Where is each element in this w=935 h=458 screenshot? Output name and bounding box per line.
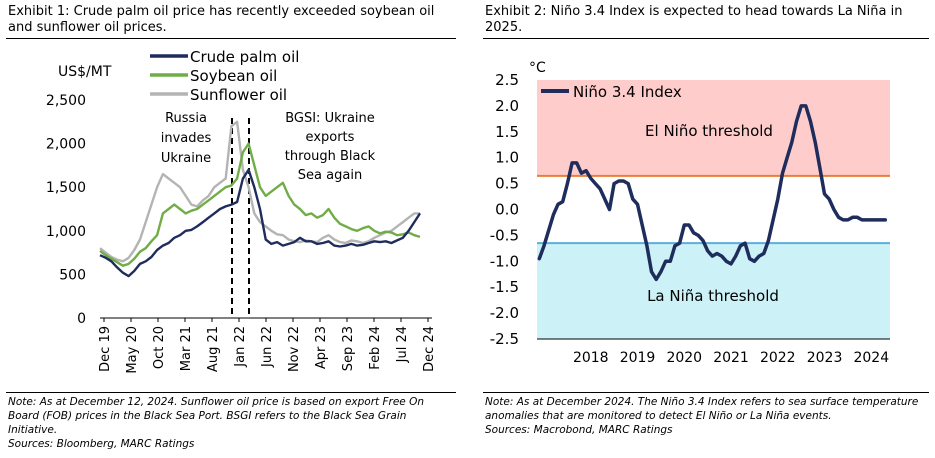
x-tick-label: Jun 22 [260,326,275,368]
x-tick-label: Feb 24 [368,326,383,370]
la-nina-zone [537,243,890,339]
exhibit-2-bottom-rule [483,392,929,393]
y-tick-label: -2.5 [490,330,519,348]
x-tick-label: Mar 21 [179,326,194,371]
nino-index-chart: El Niño threshold La Niña threshold 2.5 2.0… [490,60,890,366]
y-tick-label: 2,500 [46,93,86,109]
x-tick-label: 2018 [573,350,609,366]
bsgi-annotation-line: Sea again [298,168,362,183]
x-tick-label: Nov 22 [287,326,302,372]
x-tick-label: 2019 [620,350,656,366]
bsgi-annotation-line: BGSI: Ukraine [285,111,375,126]
el-nino-zone [537,80,890,176]
exhibit-2-panel: Exhibit 2: Niño 3.4 Index is expected to… [477,0,935,458]
x-tick-label: May 20 [125,326,140,374]
series-line-crude-palm-oil [99,168,422,278]
x-tick-label: Dec 19 [98,326,113,372]
exhibit-2-sources: Sources: Macrobond, MARC Ratings [485,424,673,436]
x-tick-label: Jan 22 [233,326,248,368]
exhibit-1-title: Exhibit 1: Crude palm oil price has rece… [8,4,435,35]
legend-label: Crude palm oil [190,48,299,66]
x-tick-label: Oct 20 [152,326,167,369]
x-tick-label: 2022 [760,350,796,366]
x-tick-label: Jul 24 [395,326,410,363]
y-tick-label: 2,000 [46,137,86,153]
y-tick-label: 0 [77,311,86,327]
series-line-sunflower-oil [99,120,420,263]
y-tick-label: -1.0 [490,252,519,270]
russia-annotation-line: Ukraine [161,151,211,166]
exhibit-1-sources: Sources: Bloomberg, MARC Ratings [8,438,195,450]
exhibit-2-note: Note: As at December 2024. The Niño 3.4 … [485,396,919,422]
palm-oil-price-chart: 0 500 1,000 1,500 2,000 2,500 US$/MT Dec 19 May … [46,48,437,374]
x-tick-label: Apr 23 [314,326,329,369]
exhibit-1-note: Note: As at December 12, 2024. Sunflower… [8,396,425,436]
y-tick-label: 2.0 [495,97,519,115]
bsgi-annotation-line: exports [306,130,355,145]
x-tick-label: Sep 23 [341,326,356,371]
y-axis-unit-label: US$/MT [58,64,112,80]
y-tick-label: 1,500 [46,180,86,196]
y-tick-label: -2.0 [490,304,519,322]
exhibit-1-top-rule [6,38,456,39]
y-tick-label: 2.5 [495,71,519,89]
x-tick-label: 2021 [713,350,749,366]
exhibit-2-title: Exhibit 2: Niño 3.4 Index is expected to… [485,4,903,35]
bsgi-annotation-line: through Black [285,149,376,164]
series-line-soybean-oil [99,142,421,267]
legend-label: Soybean oil [190,67,277,85]
y-tick-label: -1.5 [490,278,519,296]
exhibit-1-bottom-rule [6,392,456,393]
y-axis-unit-label: °C [529,60,546,76]
series-line-nino-index [537,104,888,282]
exhibit-1-notes: Note: As at December 12, 2024. Sunflower… [8,395,456,451]
x-tick-label: Dec 24 [422,326,437,372]
x-tick-label: 2023 [807,350,843,366]
y-tick-label: 0.5 [495,175,519,193]
legend-label: Niño 3.4 Index [573,83,682,101]
legend-label: Sunflower oil [190,86,287,104]
x-tick-label: 2024 [853,350,889,366]
x-tick-label: 2020 [666,350,702,366]
x-tick-label: Aug 21 [206,326,221,372]
y-tick-label: 500 [59,267,86,283]
el-nino-threshold-label: El Niño threshold [645,122,773,140]
y-tick-label: 1,000 [46,224,86,240]
y-tick-label: 1.5 [495,123,519,141]
y-tick-label: -0.5 [490,226,519,244]
y-tick-label: 0.0 [495,201,519,219]
la-nina-threshold-label: La Niña threshold [647,287,779,305]
exhibit-2-notes: Note: As at December 2024. The Niño 3.4 … [485,395,933,437]
russia-annotation-line: invades [161,131,212,146]
exhibit-2-top-rule [483,38,929,39]
russia-annotation-line: Russia [165,111,207,126]
y-tick-label: 1.0 [495,149,519,167]
exhibit-1-panel: Exhibit 1: Crude palm oil price has rece… [0,0,462,458]
